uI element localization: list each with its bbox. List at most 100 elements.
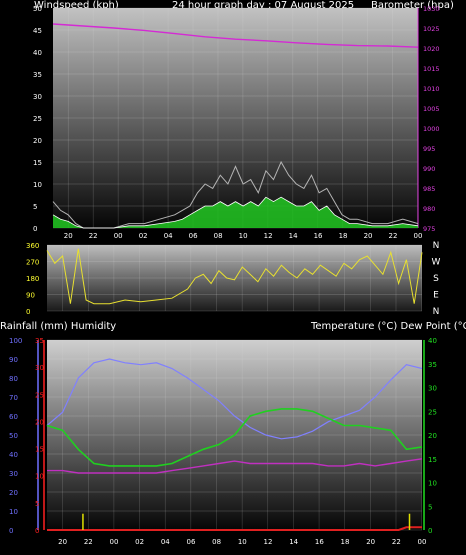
wind-y-tick: 45 xyxy=(33,27,42,35)
direction-y-tick: 0 xyxy=(26,308,30,316)
humidity-y-tick: 80 xyxy=(9,375,18,383)
temp-y-tick: 35 xyxy=(428,361,437,369)
humidity-y-tick: 40 xyxy=(9,451,18,459)
baro-y-tick: 1005 xyxy=(423,105,440,113)
wind-y-tick: 50 xyxy=(33,5,42,13)
humidity-y-tick: 0 xyxy=(9,527,13,535)
humidity-y-tick: 90 xyxy=(9,356,18,364)
temperature-x-tick: 00 xyxy=(110,538,119,546)
wind-y-tick: 5 xyxy=(33,203,37,211)
temperature-x-tick: 20 xyxy=(58,538,67,546)
direction-compass-label: N xyxy=(433,241,440,251)
temperature-x-tick: 18 xyxy=(341,538,350,546)
rain-y-tick: 5 xyxy=(35,500,39,508)
wind-average-line xyxy=(52,196,419,229)
temperature-x-tick: 22 xyxy=(84,538,93,546)
baro-y-tick: 980 xyxy=(423,205,435,213)
baro-y-tick: 1030 xyxy=(423,5,440,13)
direction-y-tick: 180 xyxy=(26,275,39,283)
wind-y-tick: 30 xyxy=(33,93,42,101)
rain-y-tick: 25 xyxy=(35,391,44,399)
humidity-y-tick: 70 xyxy=(9,394,18,402)
humidity-y-tick: 60 xyxy=(9,413,18,421)
temp-y-tick: 20 xyxy=(428,432,437,440)
temperature-x-tick: 06 xyxy=(187,538,196,546)
baro-y-tick: 995 xyxy=(423,145,435,153)
wind-x-tick: 14 xyxy=(289,232,298,240)
baro-y-tick: 985 xyxy=(423,185,435,193)
barometer-title: Barometer (hpa) xyxy=(371,0,454,11)
temp-y-tick: 0 xyxy=(428,527,432,535)
temperature-x-tick: 22 xyxy=(392,538,401,546)
temp-y-tick: 25 xyxy=(428,408,437,416)
temp-y-tick: 10 xyxy=(428,480,437,488)
wind-x-tick: 20 xyxy=(64,232,73,240)
wind-x-tick: 00 xyxy=(414,232,423,240)
wind-y-tick: 35 xyxy=(33,71,42,79)
rain-y-tick: 20 xyxy=(35,418,44,426)
direction-compass-label: E xyxy=(433,291,439,301)
temperature-x-tick: 02 xyxy=(135,538,144,546)
wind-y-tick: 40 xyxy=(33,49,42,57)
wind-x-tick: 02 xyxy=(139,232,148,240)
temp-y-tick: 40 xyxy=(428,337,437,345)
temp-y-tick: 15 xyxy=(428,456,437,464)
temp-y-tick: 5 xyxy=(428,503,432,511)
rainfall-line xyxy=(47,526,422,531)
wind-y-tick: 15 xyxy=(33,159,42,167)
baro-y-tick: 975 xyxy=(423,225,435,233)
humidity-y-tick: 10 xyxy=(9,508,18,516)
temperature-x-tick: 00 xyxy=(418,538,427,546)
wind-y-tick: 10 xyxy=(33,181,42,189)
temperature-x-tick: 08 xyxy=(212,538,221,546)
wind-x-tick: 20 xyxy=(364,232,373,240)
baro-y-tick: 1015 xyxy=(423,65,440,73)
temperature-line xyxy=(46,408,423,467)
temperature-x-tick: 04 xyxy=(161,538,170,546)
temperature-x-tick: 16 xyxy=(315,538,324,546)
wind-y-tick: 25 xyxy=(33,115,42,123)
rain-humidity-title: Rainfall (mm) Humidity xyxy=(0,321,117,332)
direction-compass-label: W xyxy=(432,258,441,268)
wind-gust-line xyxy=(52,160,419,229)
direction-y-tick: 360 xyxy=(26,242,39,250)
temp-dew-title: Temperature (°C) Dew Point (°C) xyxy=(311,321,466,332)
temperature-x-tick: 20 xyxy=(366,538,375,546)
wind-y-tick: 20 xyxy=(33,137,42,145)
humidity-y-tick: 50 xyxy=(9,432,18,440)
temperature-x-tick: 14 xyxy=(289,538,298,546)
wind-x-tick: 18 xyxy=(339,232,348,240)
wind-average-area xyxy=(53,197,418,228)
humidity-y-tick: 20 xyxy=(9,489,18,497)
temp-y-tick: 30 xyxy=(428,385,437,393)
baro-y-tick: 1000 xyxy=(423,125,440,133)
baro-y-tick: 1020 xyxy=(423,45,440,53)
direction-panel-bg xyxy=(47,245,422,311)
dew-point-line xyxy=(47,458,423,474)
humidity-y-tick: 30 xyxy=(9,470,18,478)
direction-y-tick: 90 xyxy=(26,292,35,300)
wind-x-tick: 04 xyxy=(164,232,173,240)
wind-x-tick: 06 xyxy=(189,232,198,240)
baro-y-tick: 1010 xyxy=(423,85,440,93)
humidity-y-tick: 100 xyxy=(9,337,22,345)
direction-y-tick: 270 xyxy=(26,259,39,267)
direction-compass-label: N xyxy=(433,307,440,317)
rain-y-tick: 30 xyxy=(35,364,44,372)
rain-y-tick: 10 xyxy=(35,473,44,481)
wind-x-tick: 22 xyxy=(89,232,98,240)
humidity-line xyxy=(46,358,423,440)
temperature-x-tick: 12 xyxy=(264,538,273,546)
baro-y-tick: 1025 xyxy=(423,25,440,33)
baro-y-tick: 990 xyxy=(423,165,435,173)
wind-x-tick: 16 xyxy=(314,232,323,240)
rain-y-tick: 35 xyxy=(35,337,44,345)
wind-x-tick: 00 xyxy=(114,232,123,240)
wind-x-tick: 22 xyxy=(389,232,398,240)
barometer-line xyxy=(52,23,419,48)
wind-y-tick: 0 xyxy=(33,225,37,233)
graph-day-title: 24 hour graph day : 07 August 2025 xyxy=(172,0,355,11)
wind-panel-bg xyxy=(53,8,418,228)
